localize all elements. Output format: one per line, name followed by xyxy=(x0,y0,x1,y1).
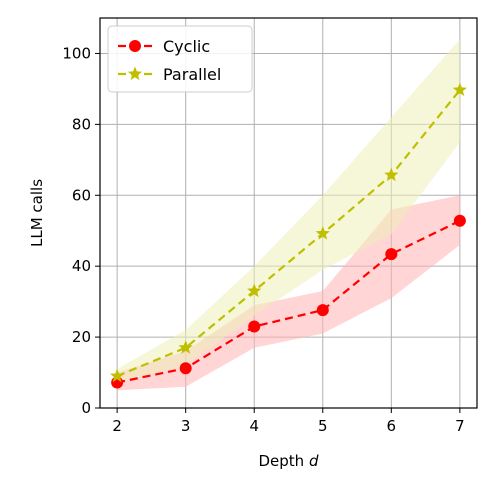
y-tick-label: 80 xyxy=(72,115,91,133)
data-point-cyclic xyxy=(248,320,261,333)
series-line-cyclic xyxy=(116,219,461,384)
data-point-parallel xyxy=(178,340,193,354)
y-tick-label: 40 xyxy=(72,257,91,275)
x-tick-label: 6 xyxy=(387,417,397,435)
y-tick-label: 0 xyxy=(81,399,91,417)
legend-label-parallel: Parallel xyxy=(163,65,221,84)
data-point-parallel xyxy=(315,226,330,240)
data-point-parallel xyxy=(247,283,262,298)
legend-marker-cyclic xyxy=(129,40,141,52)
x-tick-label: 3 xyxy=(181,417,191,435)
data-point-cyclic xyxy=(179,362,192,375)
legend-box xyxy=(107,25,253,93)
x-axis-label-text: Depth xyxy=(259,452,309,470)
data-point-parallel xyxy=(384,167,399,182)
y-tick-label: 20 xyxy=(72,328,91,346)
data-point-cyclic xyxy=(453,214,466,227)
y-axis-label: LLM calls xyxy=(28,179,46,247)
x-tick-label: 4 xyxy=(249,417,259,435)
x-tick-label: 7 xyxy=(455,417,465,435)
axes-frame xyxy=(99,17,478,409)
x-tick-label: 2 xyxy=(112,417,122,435)
y-tick-label: 60 xyxy=(72,186,91,204)
data-point-parallel xyxy=(110,368,125,383)
x-tick-label: 5 xyxy=(318,417,328,435)
y-tick-label: 100 xyxy=(62,44,91,62)
legend-label-cyclic: Cyclic xyxy=(163,37,210,56)
x-axis-label-variable: d xyxy=(309,452,319,470)
data-point-parallel xyxy=(452,82,467,96)
series-band-parallel xyxy=(117,39,460,384)
x-axis-label: Depth d xyxy=(259,452,319,470)
data-point-cyclic xyxy=(316,304,329,317)
legend-marker-parallel xyxy=(127,66,143,81)
data-point-cyclic xyxy=(385,248,398,261)
